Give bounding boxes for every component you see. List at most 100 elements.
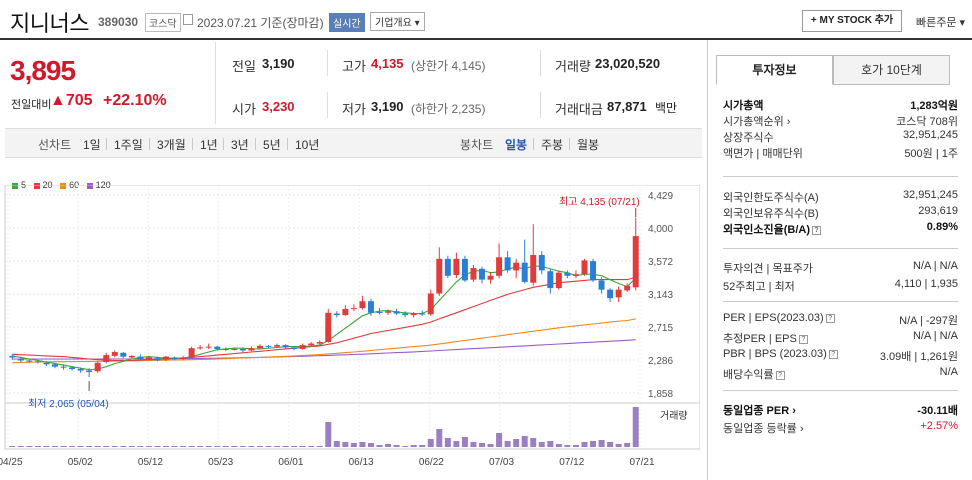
volume-bar: [9, 446, 16, 447]
volume-bar: [137, 446, 144, 447]
upper-limit: (상한가 4,145): [411, 59, 486, 73]
candle-body: [427, 293, 434, 315]
info-value: N/A | N/A: [912, 260, 958, 272]
candle-body: [359, 301, 366, 309]
volume-bar: [359, 442, 366, 447]
info-key: 외국인한도주식수(A): [723, 192, 819, 204]
candle-body: [274, 345, 281, 347]
candle-body: [350, 308, 357, 310]
panel-divider: [723, 248, 958, 249]
candle-body: [111, 352, 118, 356]
candle-body: [163, 356, 169, 360]
volume-bar: [265, 446, 272, 447]
volume-bar: [60, 446, 67, 447]
candle-body: [17, 358, 24, 361]
tab-10y[interactable]: 10년: [295, 138, 320, 152]
legend-swatch-60: [60, 182, 67, 189]
stock-code: 389030: [98, 15, 139, 29]
mystock-add-button[interactable]: + MY STOCK 추가: [802, 10, 902, 32]
change-label: 전일대비: [11, 99, 52, 111]
open-value: 3,230: [262, 99, 295, 114]
volume-bar: [342, 442, 349, 447]
volume-bar: [402, 446, 409, 447]
legend-swatch-5: [12, 182, 18, 189]
candle-body: [393, 311, 400, 314]
volume-bar: [120, 446, 127, 447]
info-key: 투자의견 | 목표주가: [723, 263, 813, 275]
volume-bar: [470, 442, 477, 447]
date-text: 2023.07.21 기준(장마감): [197, 16, 324, 30]
candle-body: [316, 342, 323, 344]
help-icon[interactable]: ?: [775, 370, 785, 380]
chart-period-tabs: 선차트 1일 1주일 3개월 1년 3년 5년 10년 봉차트 일봉 주봉 월봉: [5, 128, 702, 158]
high-annotation: 최고 4,135 (07/21): [559, 196, 640, 208]
tab-monthly[interactable]: 월봉: [577, 138, 600, 152]
line-chart-label: 선차트: [38, 138, 72, 152]
corp-info-button[interactable]: 기업개요 ▾: [370, 12, 425, 31]
info-key: PER | EPS(2023.03)?: [723, 312, 835, 324]
candle-body: [120, 352, 127, 357]
volume-bar: [77, 446, 84, 447]
amount-unit: 백만: [655, 101, 678, 115]
y-tick-label: 3,572: [648, 257, 673, 268]
volume-bar: [410, 445, 417, 447]
candle-body: [69, 367, 76, 369]
amount-label: 거래대금: [555, 102, 603, 117]
stock-name: 지니너스: [10, 11, 89, 36]
candle-body: [282, 345, 289, 348]
volume-bar: [128, 446, 135, 447]
tab-daily[interactable]: 일봉: [505, 138, 528, 152]
volume-bar: [547, 441, 554, 447]
candle-body: [205, 346, 212, 348]
candle-body: [248, 348, 255, 351]
tab-1y[interactable]: 1년: [200, 138, 218, 152]
volume-bar: [34, 446, 41, 447]
volume-bar: [308, 446, 315, 447]
tab-orderbook[interactable]: 호가 10단계: [833, 55, 950, 85]
volume-bar: [154, 446, 161, 447]
quick-order-button[interactable]: 빠른주문 ▾: [916, 17, 966, 29]
candle-body: [402, 313, 409, 316]
candle-body: [624, 285, 631, 291]
stock-header: 지니너스 389030 코스닥 2023.07.21 기준(장마감) 실시간 기…: [0, 0, 972, 40]
legend-swatch-20: [33, 182, 40, 189]
help-icon[interactable]: ?: [798, 334, 808, 344]
volume-bar: [555, 444, 562, 447]
volume-bar: [538, 442, 545, 447]
y-tick-label: 3,143: [648, 290, 673, 301]
help-icon[interactable]: ?: [812, 225, 821, 235]
help-icon[interactable]: ?: [828, 349, 838, 359]
tab-1d[interactable]: 1일: [83, 138, 101, 152]
tab-invest-info[interactable]: 투자정보: [716, 55, 833, 85]
x-tick-label: 05/12: [138, 457, 163, 468]
tab-5y[interactable]: 5년: [263, 138, 281, 152]
volume-bar: [572, 445, 579, 447]
tab-1w[interactable]: 1주일: [114, 138, 143, 152]
volume-bar: [248, 446, 255, 447]
help-icon[interactable]: ?: [825, 313, 835, 323]
volume-bar: [111, 446, 118, 447]
candle-body: [94, 362, 101, 372]
tab-3m[interactable]: 3개월: [157, 138, 186, 152]
change-value: ▲705: [50, 92, 93, 109]
info-value: +2.57%: [920, 420, 958, 432]
volume-bar: [188, 446, 195, 447]
tab-3y[interactable]: 3년: [231, 138, 249, 152]
ma60-line: [12, 318, 636, 364]
volume-bar: [564, 445, 571, 447]
volume-bar: [436, 429, 443, 447]
price-chart[interactable]: 4,429 4,000 3,572 3,143 2,715 2,286 1,858 04/25…: [0, 185, 700, 480]
tab-weekly[interactable]: 주봉: [541, 138, 564, 152]
volume-bar: [86, 446, 93, 447]
candle-body: [291, 347, 298, 349]
info-key: 외국인소진율(B/A)?: [723, 221, 821, 237]
panel-divider: [723, 390, 958, 391]
volume-bar: [581, 442, 588, 447]
x-tick-label: 05/02: [68, 457, 93, 468]
candle-body: [145, 357, 152, 359]
realtime-badge[interactable]: 실시간: [329, 13, 365, 32]
candle-body: [137, 356, 144, 359]
candle-body: [487, 275, 494, 280]
volume-bar: [632, 407, 639, 447]
divider: [215, 42, 216, 124]
